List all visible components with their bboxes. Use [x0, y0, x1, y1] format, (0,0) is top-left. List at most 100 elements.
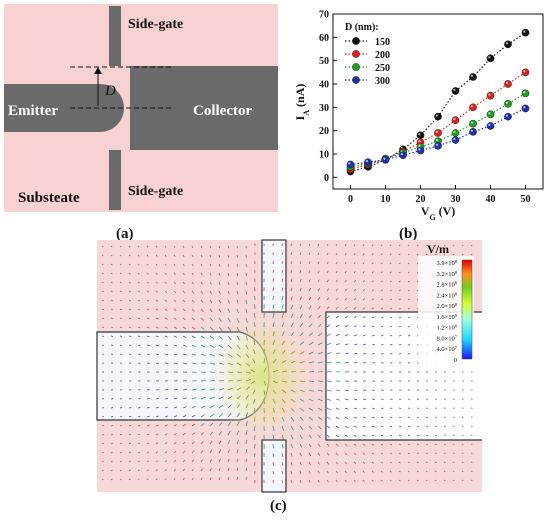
- field-vector: [353, 352, 358, 355]
- field-vector: [398, 407, 402, 409]
- field-vector: [155, 335, 159, 338]
- field-vector: [299, 443, 303, 448]
- field-vector: [272, 322, 275, 328]
- field-vector: [200, 299, 204, 303]
- field-vector: [182, 362, 187, 365]
- field-vector: [398, 325, 402, 328]
- field-vector: [182, 344, 187, 347]
- field-vector: [119, 478, 122, 481]
- field-vector: [155, 281, 158, 284]
- colorbar-tick-label: 3.9×108: [436, 259, 457, 268]
- data-point-highlight: [523, 91, 526, 94]
- y-axis-label: IA (nA): [293, 84, 311, 121]
- field-vector: [173, 281, 176, 285]
- field-vector: [308, 361, 314, 364]
- field-vector: [389, 244, 392, 247]
- field-vector: [182, 415, 187, 418]
- field-vector: [416, 434, 419, 437]
- field-vector: [200, 326, 205, 330]
- field-vector: [389, 416, 393, 419]
- field-vector: [164, 451, 168, 454]
- field-vector: [101, 326, 104, 328]
- field-vector: [299, 305, 303, 310]
- field-vector: [209, 431, 213, 436]
- field-vector: [443, 434, 446, 436]
- field-vector: [353, 316, 357, 319]
- field-vector: [308, 279, 311, 283]
- field-vector: [407, 416, 411, 418]
- field-vector: [182, 245, 185, 248]
- field-vector: [182, 281, 185, 285]
- field-vector: [281, 269, 283, 274]
- field-vector: [155, 272, 158, 275]
- field-vector: [182, 326, 187, 330]
- field-vector: [317, 398, 323, 402]
- field-vector: [335, 270, 338, 274]
- field-vector: [335, 416, 340, 420]
- field-vector: [155, 353, 159, 355]
- field-vector: [173, 299, 177, 303]
- field-vector: [191, 432, 195, 436]
- field-vector: [317, 243, 320, 247]
- field-vector: [119, 460, 122, 463]
- field-vector: [452, 461, 455, 463]
- data-point-highlight: [470, 105, 473, 108]
- field-vector: [173, 468, 176, 472]
- field-vector: [326, 361, 332, 364]
- legend-marker: [352, 63, 360, 71]
- field-vector: [227, 371, 234, 373]
- field-vector: [218, 440, 222, 445]
- field-vector: [362, 461, 366, 464]
- field-vector: [128, 344, 132, 346]
- field-vector: [299, 371, 306, 373]
- field-vector: [434, 434, 437, 436]
- field-vector: [245, 421, 248, 427]
- field-vector: [416, 425, 419, 427]
- field-vector: [227, 412, 232, 418]
- field-vector: [308, 270, 311, 274]
- field-bottom-gate: [261, 439, 287, 493]
- x-tick-label: 30: [451, 194, 461, 205]
- field-vector: [299, 380, 306, 383]
- field-vector: [416, 244, 419, 247]
- field-vector: [137, 406, 141, 409]
- field-vector: [119, 433, 123, 436]
- field-vector: [317, 261, 320, 265]
- field-vector: [425, 461, 428, 464]
- field-vector: [308, 341, 314, 346]
- field-vector: [371, 262, 374, 265]
- field-vector: [218, 413, 223, 418]
- colorbar-tick-exp: 8: [455, 312, 458, 317]
- field-vector: [452, 452, 455, 454]
- field-vector: [353, 325, 357, 328]
- field-vector: [227, 254, 230, 258]
- field-vector: [236, 254, 238, 258]
- field-vector: [191, 308, 195, 312]
- data-point-highlight: [488, 112, 491, 115]
- field-vector: [209, 272, 212, 276]
- field-vector: [299, 452, 302, 457]
- field-vector: [299, 278, 302, 283]
- field-vector: [326, 434, 330, 438]
- field-vector: [119, 424, 123, 427]
- field-vector: [281, 350, 286, 355]
- field-vector: [362, 416, 366, 419]
- field-vector: [191, 290, 195, 294]
- field-vector: [137, 460, 140, 463]
- field-vector: [290, 398, 296, 403]
- field-vector: [335, 352, 341, 355]
- panel-c-label: (c): [270, 498, 287, 514]
- field-vector: [353, 279, 356, 283]
- field-vector: [398, 271, 401, 274]
- field-vector: [344, 324, 349, 328]
- legend-title: D (nm):: [345, 22, 379, 33]
- field-vector: [245, 362, 251, 367]
- x-tick-label: 50: [521, 194, 531, 205]
- data-point-highlight: [523, 70, 526, 73]
- field-vector: [335, 288, 339, 292]
- colorbar-tick-exp: 8: [455, 280, 458, 285]
- field-vector: [110, 299, 113, 302]
- field-vector: [236, 317, 240, 323]
- field-vector: [191, 459, 195, 463]
- series-200: [346, 68, 530, 174]
